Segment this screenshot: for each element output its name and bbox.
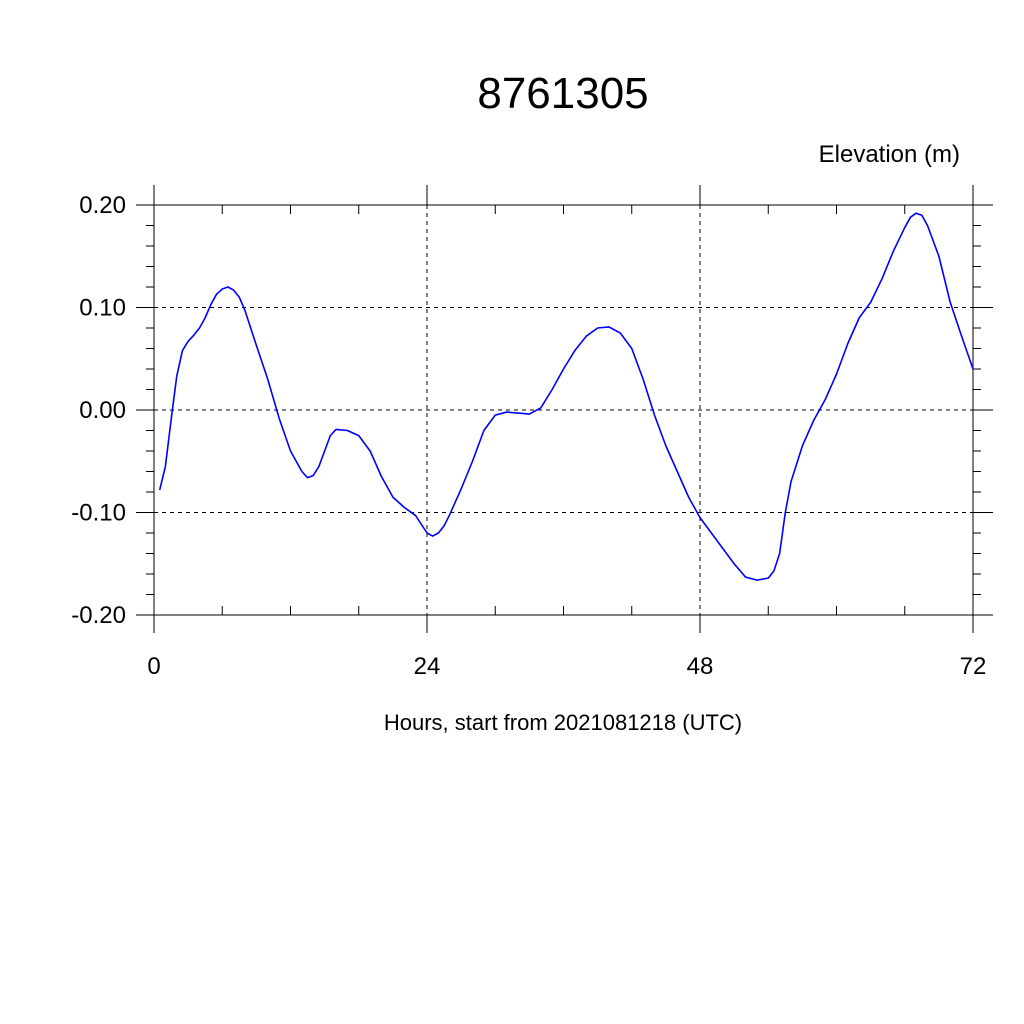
y-tick-label: 0.20 (79, 192, 126, 219)
x-tick-label: 72 (960, 653, 987, 680)
y-tick-label: -0.20 (71, 602, 126, 629)
plot-frame (153, 204, 974, 616)
y-tick-label: 0.10 (79, 295, 126, 322)
minor-ticks (146, 205, 981, 615)
x-axis-label: Hours, start from 2021081218 (UTC) (384, 710, 742, 735)
x-tick-label: 24 (414, 653, 441, 680)
y-axis-label: Elevation (m) (819, 141, 960, 168)
x-tick-label: 0 (147, 653, 160, 680)
y-tick-label: 0.00 (79, 397, 126, 424)
series-layer (158, 212, 974, 581)
chart-title: 8761305 (477, 69, 648, 118)
y-tick-label: -0.10 (71, 500, 126, 527)
major-ticks (136, 185, 993, 633)
x-tick-label: 48 (687, 653, 714, 680)
tick-labels: 0 24 48 72 -0.20 -0.10 0.00 0.10 0.20 (71, 192, 986, 680)
series-line (158, 212, 974, 581)
